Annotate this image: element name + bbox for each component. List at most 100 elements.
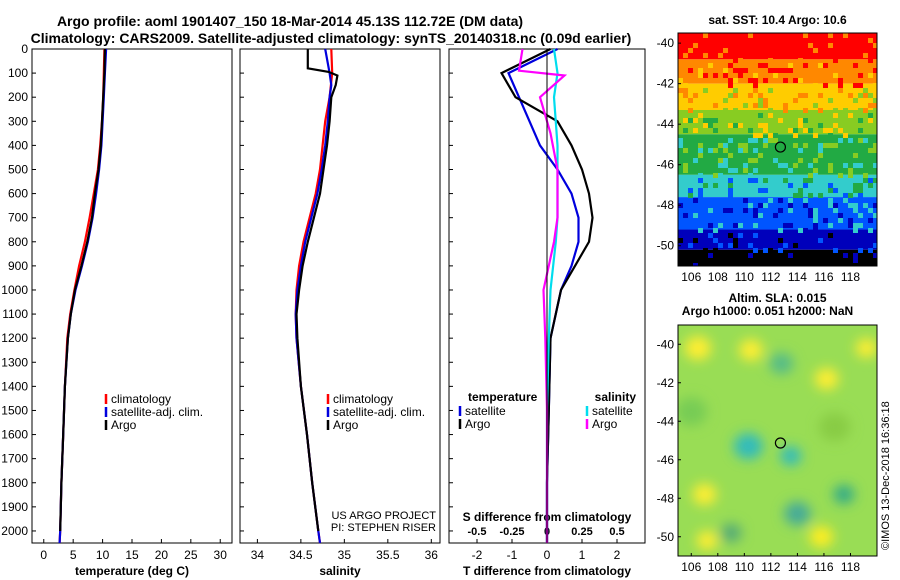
x-tick-label: 5 [70, 548, 77, 562]
legend-label: Argo [111, 418, 137, 432]
sst-pixel [753, 178, 758, 183]
sst-pixel [773, 68, 778, 73]
sst-pixel [718, 163, 723, 168]
sst-pixel [718, 53, 723, 58]
sst-pixel [848, 218, 853, 223]
map-subtitle: Argo h1000: 0.051 h2000: NaN [682, 304, 853, 318]
sst-pixel [818, 123, 823, 128]
sst-pixel [863, 173, 868, 178]
sst-pixel [693, 238, 698, 243]
sst-pixel [828, 223, 833, 228]
sst-pixel [808, 173, 813, 178]
sst-pixel [803, 143, 808, 148]
legend-label: satellite [465, 404, 506, 418]
sst-pixel [858, 163, 863, 168]
sst-pixel [738, 263, 743, 266]
x-tick-label: 10 [96, 548, 110, 562]
sst-pixel [763, 128, 768, 133]
sst-pixel [733, 58, 738, 63]
top-x-tick-label: -0.25 [499, 526, 524, 538]
map-x-tick-label: 110 [735, 270, 754, 284]
map-x-tick-label: 114 [788, 270, 807, 284]
series-line-satellite-adj-clim- [58, 48, 108, 544]
sst-pixel [843, 258, 848, 263]
sst-pixel [808, 43, 813, 48]
sst-pixel [793, 163, 798, 168]
sst-pixel [748, 33, 753, 38]
sst-pixel [753, 73, 758, 78]
sst-pixel [758, 133, 763, 138]
sst-pixel [828, 163, 833, 168]
sst-pixel [768, 113, 773, 118]
sst-pixel [723, 48, 728, 53]
sst-pixel [868, 208, 873, 213]
series-line-climatology [58, 48, 106, 544]
sst-pixel [763, 143, 768, 148]
sst-pixel [788, 168, 793, 173]
sst-pixel [703, 248, 708, 253]
sst-pixel [828, 188, 833, 193]
sst-pixel [688, 243, 693, 248]
sst-pixel [758, 123, 763, 128]
x-tick-label: 34 [251, 548, 265, 562]
sst-pixel [683, 53, 688, 58]
sst-pixel [843, 193, 848, 198]
sst-pixel [833, 188, 838, 193]
sst-pixel [803, 183, 808, 188]
sst-pixel [783, 68, 788, 73]
sst-pixel [683, 83, 688, 88]
sst-band [678, 83, 877, 110]
sst-pixel [758, 113, 763, 118]
sst-pixel [763, 123, 768, 128]
sst-pixel [738, 68, 743, 73]
sst-pixel [828, 198, 833, 203]
y-tick-label: 1800 [1, 476, 28, 490]
sst-pixel [848, 168, 853, 173]
sst-pixel [858, 183, 863, 188]
sst-pixel [743, 148, 748, 153]
sst-pixel [678, 253, 683, 258]
map-y-tick-label: -48 [657, 198, 675, 212]
sst-pixel [693, 263, 698, 266]
sst-pixel [798, 193, 803, 198]
sst-pixel [693, 158, 698, 163]
sst-pixel [798, 188, 803, 193]
y-tick-label: 1300 [1, 355, 28, 369]
sst-pixel [698, 153, 703, 158]
sst-pixel [788, 183, 793, 188]
sst-pixel [708, 208, 713, 213]
sst-pixel [853, 163, 858, 168]
x-tick-label: 20 [155, 548, 169, 562]
sst-pixel [803, 63, 808, 68]
sst-pixel [713, 118, 718, 123]
y-tick-label: 2000 [1, 524, 28, 538]
sst-pixel [813, 168, 818, 173]
sst-pixel [788, 68, 793, 73]
x-tick-label: -1 [507, 548, 518, 562]
sst-pixel [763, 203, 768, 208]
sst-pixel [758, 98, 763, 103]
sst-pixel [753, 88, 758, 93]
sst-pixel [773, 158, 778, 163]
sst-pixel [828, 38, 833, 43]
sst-pixel [863, 138, 868, 143]
sst-pixel [843, 163, 848, 168]
sst-pixel [733, 33, 738, 38]
sst-pixel [728, 193, 733, 198]
sst-pixel [683, 93, 688, 98]
sst-pixel [728, 138, 733, 143]
sst-pixel [813, 83, 818, 88]
map-title: sat. SST: 10.4 Argo: 10.6 [708, 13, 847, 27]
sst-pixel [748, 173, 753, 178]
x-tick-label: 34.5 [289, 548, 313, 562]
sst-pixel [703, 73, 708, 78]
sst-pixel [853, 63, 858, 68]
sst-pixel [853, 223, 858, 228]
sst-pixel [803, 118, 808, 123]
sst-pixel [753, 253, 758, 258]
map-x-tick-label: 114 [788, 560, 807, 574]
sst-pixel [683, 118, 688, 123]
difference-panel: -2 -1 0 1 2 T difference from climatology -0.5… [448, 48, 646, 578]
sst-pixel [683, 128, 688, 133]
sst-pixel [778, 238, 783, 243]
